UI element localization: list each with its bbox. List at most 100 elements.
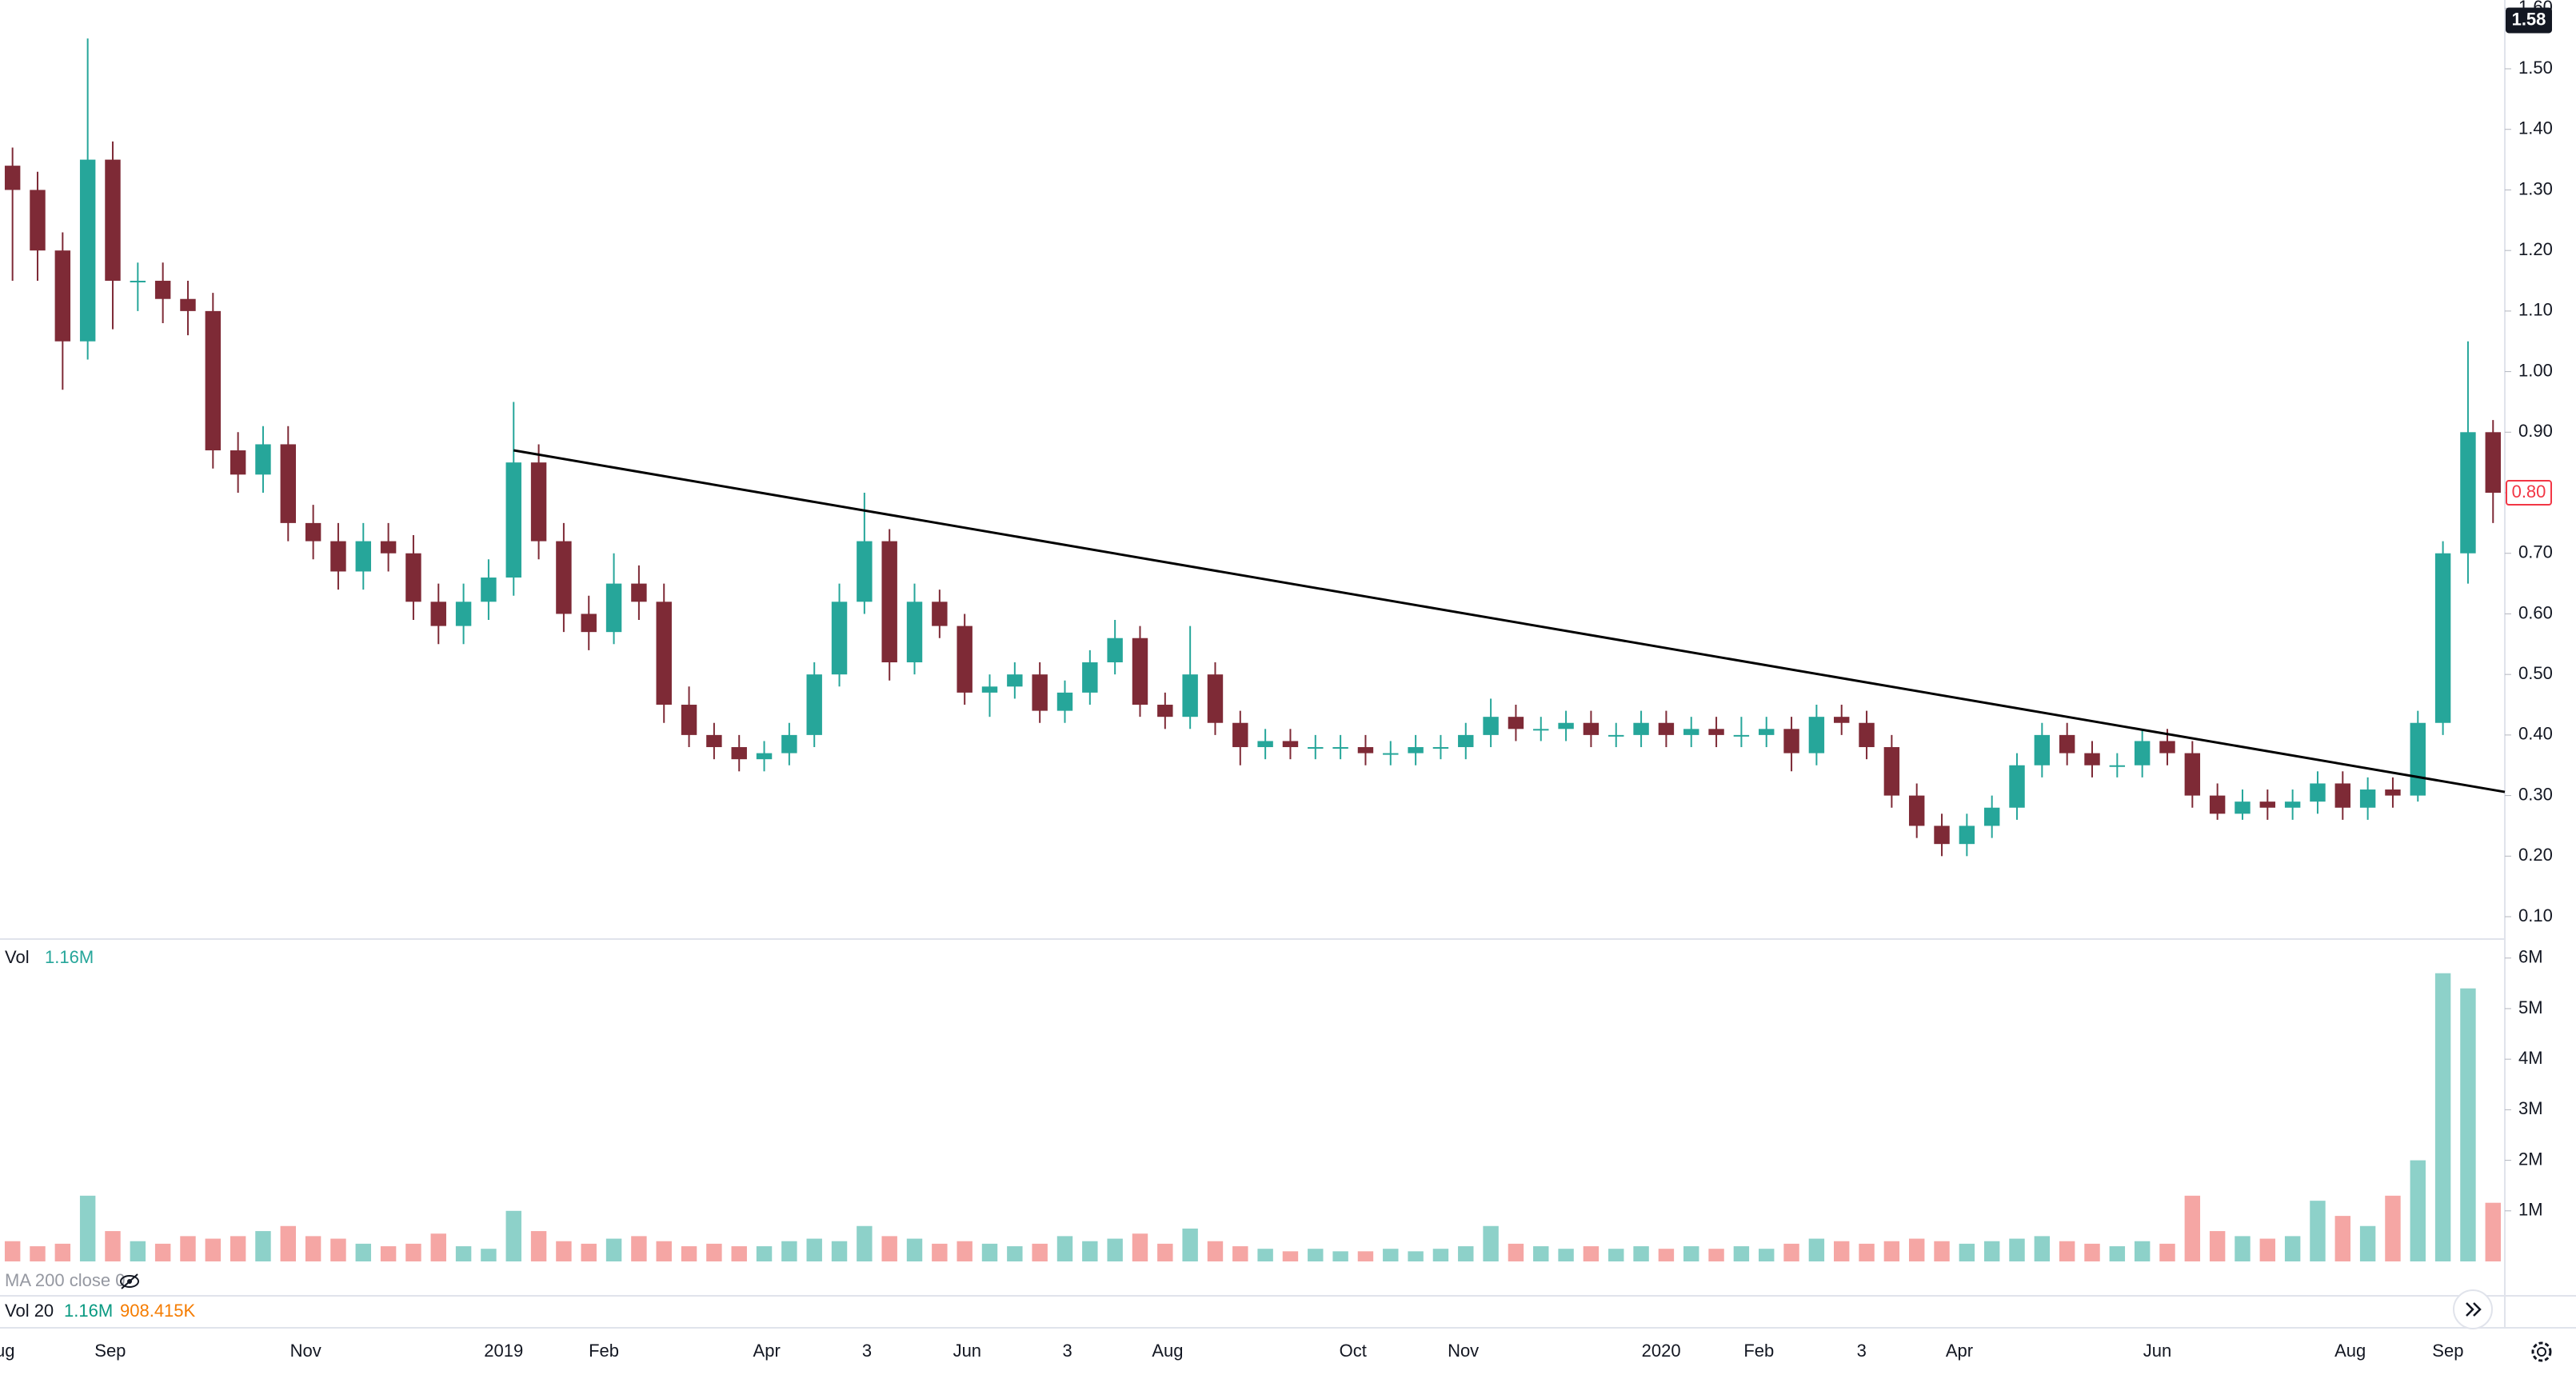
candle-body bbox=[631, 583, 647, 602]
candle-body bbox=[605, 583, 622, 633]
candle-body bbox=[581, 614, 597, 633]
volume-bar bbox=[455, 1246, 472, 1261]
volume-bar bbox=[2410, 1160, 2426, 1261]
volume-bar bbox=[280, 1225, 297, 1261]
candle-body bbox=[30, 190, 46, 251]
candle-body bbox=[1959, 825, 1975, 845]
y-tick-label: 0.30 bbox=[2518, 784, 2553, 804]
candle-body bbox=[706, 734, 722, 748]
volume-bar bbox=[1633, 1246, 1649, 1261]
candle-body bbox=[1282, 741, 1299, 748]
candle-body bbox=[881, 541, 897, 663]
candle-body bbox=[1408, 747, 1424, 753]
volume-tick-label: 1M bbox=[2518, 1200, 2543, 1220]
y-tick-label: 0.70 bbox=[2518, 542, 2553, 562]
y-tick-label: 1.50 bbox=[2518, 58, 2553, 78]
candle-body bbox=[1308, 747, 1324, 749]
volume-tick-label: 5M bbox=[2518, 997, 2543, 1017]
volume-bar bbox=[255, 1231, 271, 1261]
scroll-to-latest-button[interactable] bbox=[2453, 1289, 2493, 1329]
volume-bar bbox=[2159, 1243, 2175, 1261]
y-tick-label: 0.50 bbox=[2518, 663, 2553, 683]
volume-bar bbox=[205, 1238, 222, 1261]
volume-bar bbox=[2284, 1236, 2301, 1261]
candle-body bbox=[1232, 722, 1248, 748]
y-tick-label: 0.10 bbox=[2518, 905, 2553, 925]
volume-bar bbox=[1783, 1243, 1799, 1261]
y-tick-label: 1.20 bbox=[2518, 239, 2553, 259]
candle-body bbox=[2009, 765, 2025, 808]
candle-body bbox=[1107, 638, 1123, 663]
volume-bar bbox=[154, 1243, 171, 1261]
candle-body bbox=[1458, 734, 1474, 748]
volume-bar bbox=[1107, 1238, 1123, 1261]
volume-bar bbox=[2034, 1236, 2051, 1261]
candle-body bbox=[1182, 674, 1198, 717]
volume-bar bbox=[2434, 973, 2451, 1261]
x-tick-label: Apr bbox=[1946, 1341, 1973, 1361]
x-tick-label: Sep bbox=[2432, 1341, 2463, 1361]
candle-body bbox=[1733, 734, 1750, 737]
y-tick-label: 0.20 bbox=[2518, 845, 2553, 865]
candle-body bbox=[1583, 722, 1600, 735]
x-tick-label: Apr bbox=[753, 1341, 781, 1361]
volume-bar bbox=[2485, 1202, 2501, 1261]
price-label-box bbox=[2506, 480, 2552, 506]
candle-body bbox=[1983, 807, 2000, 826]
settings-icon[interactable] bbox=[2531, 1341, 2552, 1362]
candle-body bbox=[1332, 747, 1348, 749]
candle-body bbox=[1157, 705, 1173, 717]
candle-body bbox=[1934, 825, 1950, 845]
volume-bar bbox=[906, 1238, 923, 1261]
volume-tick-label: 3M bbox=[2518, 1098, 2543, 1118]
y-tick-label: 1.00 bbox=[2518, 360, 2553, 380]
candle-body bbox=[1759, 729, 1775, 735]
candle-body bbox=[1783, 729, 1799, 753]
volume-bar bbox=[1232, 1246, 1248, 1261]
volume-bar bbox=[330, 1238, 346, 1261]
legend-vol20[interactable]: Vol 20 bbox=[5, 1301, 54, 1321]
candle-body bbox=[2284, 801, 2301, 808]
x-tick-label: Jun bbox=[2143, 1341, 2171, 1361]
volume-bar bbox=[1983, 1241, 2000, 1261]
candle-body bbox=[2034, 734, 2051, 765]
volume-bar bbox=[781, 1241, 797, 1261]
candle-body bbox=[280, 444, 297, 523]
volume-bar bbox=[957, 1241, 972, 1261]
volume-bar bbox=[1032, 1243, 1048, 1261]
x-tick-label: 2019 bbox=[484, 1341, 523, 1361]
candle-body bbox=[2109, 765, 2126, 767]
candle-body bbox=[1257, 741, 1273, 748]
trendline bbox=[513, 449, 2506, 793]
candle-body bbox=[857, 541, 873, 602]
volume-bar bbox=[1332, 1251, 1348, 1261]
legend: Vol 1.16M MA 200 close 0 Vol 20 1.16M 90… bbox=[5, 947, 196, 1321]
candle-body bbox=[2359, 789, 2376, 808]
volume-bar bbox=[2235, 1236, 2251, 1261]
candle-body bbox=[2485, 432, 2501, 494]
volume-bar bbox=[1759, 1249, 1775, 1261]
candle-body bbox=[405, 553, 421, 602]
volume-bar bbox=[79, 1195, 96, 1261]
volume-bar bbox=[2310, 1201, 2326, 1261]
volume-bar bbox=[656, 1241, 672, 1261]
volume-bar bbox=[1357, 1251, 1374, 1261]
hide-icon[interactable] bbox=[120, 1273, 139, 1289]
candle-body bbox=[255, 444, 271, 475]
candle-body bbox=[2084, 753, 2100, 765]
volume-bar bbox=[1558, 1249, 1574, 1261]
candle-body bbox=[2209, 795, 2226, 814]
candle-body bbox=[180, 298, 196, 311]
candle-body bbox=[556, 541, 572, 614]
volume-bar bbox=[2059, 1241, 2075, 1261]
volume-bar bbox=[1859, 1243, 1875, 1261]
volume-bar bbox=[2184, 1195, 2201, 1261]
candle-body bbox=[330, 541, 346, 572]
x-tick-label: Feb bbox=[589, 1341, 619, 1361]
candle-body bbox=[1883, 747, 1900, 796]
candle-body bbox=[2385, 789, 2401, 796]
x-tick-label: Oct bbox=[1340, 1341, 1367, 1361]
volume-bar bbox=[130, 1241, 146, 1261]
legend-ma[interactable]: MA 200 close 0 bbox=[5, 1270, 125, 1290]
volume-bar bbox=[4, 1241, 21, 1261]
